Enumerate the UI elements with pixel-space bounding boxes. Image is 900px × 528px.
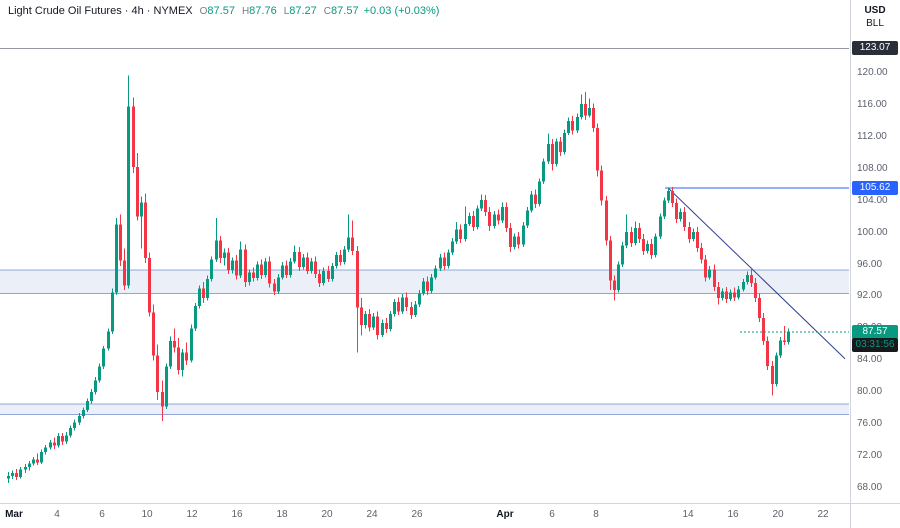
time-tick: 8 [593,509,599,520]
last-price-label: 87.57 [852,324,898,339]
time-tick: 16 [231,509,243,520]
price-tick: 120.00 [857,66,888,78]
time-tick: 12 [186,509,198,520]
time-tick: 16 [727,509,739,520]
time-tick: 4 [54,509,60,520]
chart-legend: Light Crude Oil Futures · 4h · NYMEX O87.… [8,5,439,17]
time-tick: Mar [5,509,23,520]
ohlc-high: H87.76 [241,5,277,17]
time-tick: 18 [276,509,288,520]
ohlc-open: O87.57 [199,5,235,17]
price-tick: 100.00 [857,226,888,238]
countdown-label: 03:31:56 [852,337,898,352]
time-tick: 14 [682,509,694,520]
ohlc-low: L87.27 [283,5,317,17]
price-tick: 72.00 [857,450,883,462]
price-tick: 104.00 [857,194,888,206]
hline-price-label: 105.62 [852,180,898,195]
price-tick: 116.00 [857,98,887,110]
time-tick: 20 [321,509,333,520]
currency-unit-box[interactable]: USD BLL [852,4,898,30]
hline-price-label-upper: 123.07 [852,41,898,56]
change-value: +0.03 (+0.03%) [363,5,440,17]
symbol-title[interactable]: Light Crude Oil Futures · 4h · NYMEX [8,5,193,17]
currency-label: USD [864,5,886,16]
price-tick: 80.00 [857,386,883,398]
price-tick: 108.00 [857,162,888,174]
price-tick: 68.00 [857,482,883,493]
price-tick: 96.00 [857,258,883,270]
time-tick: 20 [772,509,784,520]
unit-label: BLL [866,18,884,29]
price-tick: 84.00 [857,354,883,366]
time-tick: 24 [366,509,378,520]
time-tick: 26 [411,509,423,520]
price-tick: 112.00 [857,130,887,142]
time-tick: 22 [817,509,829,520]
time-tick: Apr [496,509,514,520]
price-tick: 76.00 [857,418,883,430]
time-tick: 6 [549,509,555,520]
time-tick: 10 [141,509,153,520]
ohlc-close: C87.57 [323,5,359,17]
price-tick: 92.00 [857,290,883,302]
time-tick: 6 [99,509,105,520]
